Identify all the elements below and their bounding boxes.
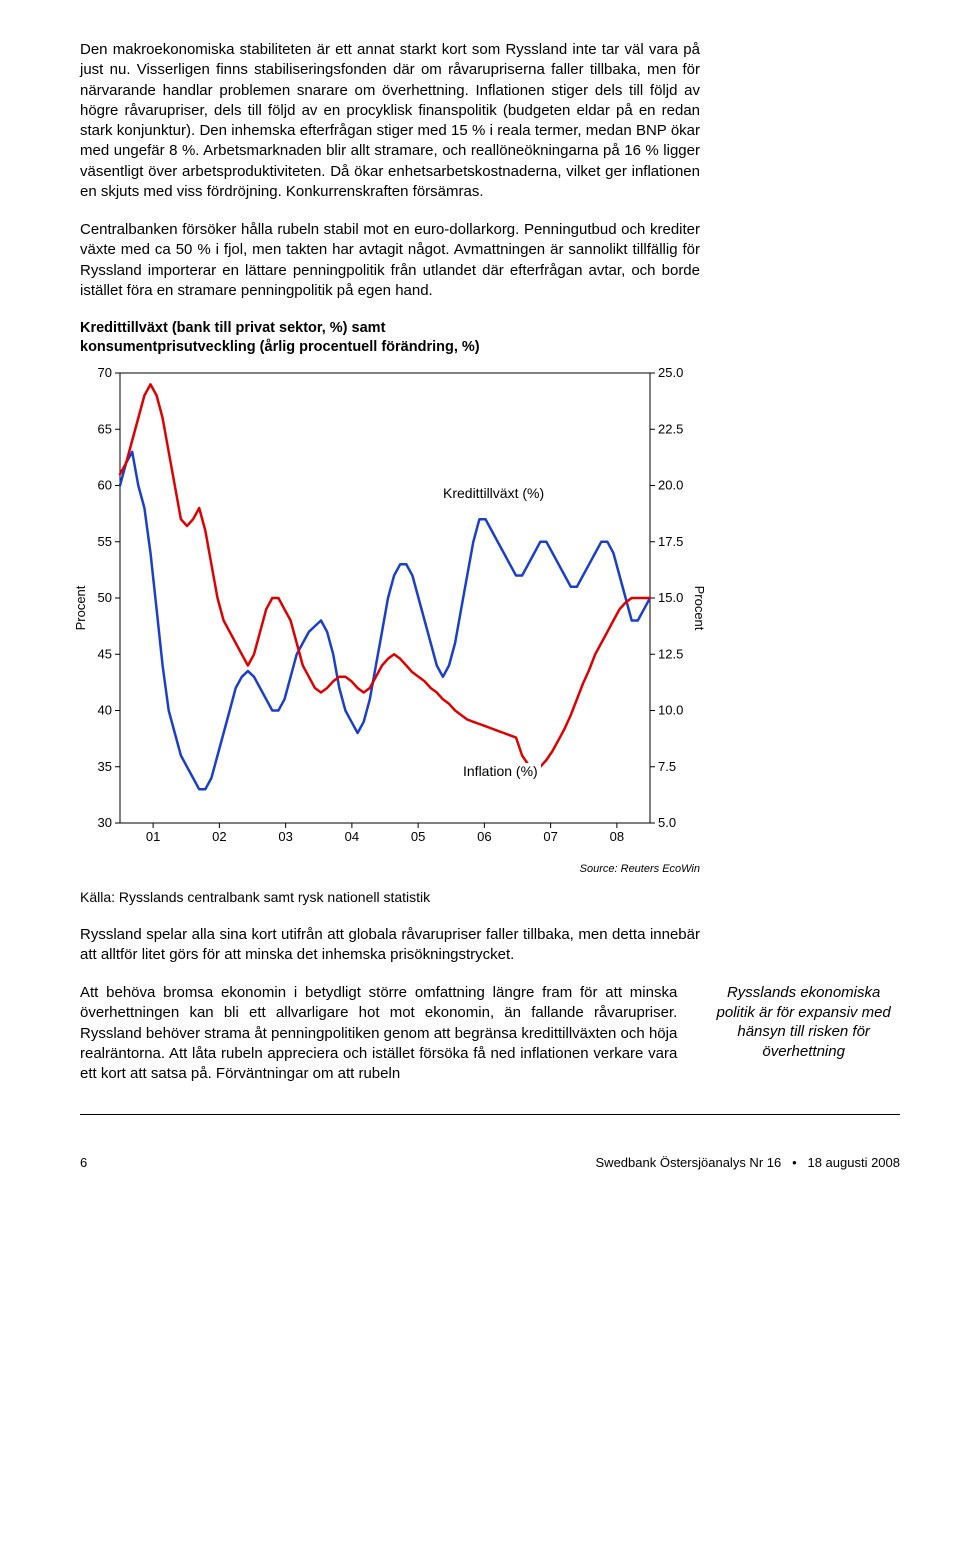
series2-label: Inflation (%) — [460, 763, 541, 779]
svg-text:15.0: 15.0 — [658, 590, 683, 605]
paragraph-1: Den makroekonomiska stabiliteten är ett … — [80, 40, 700, 202]
chart-title-line2: konsumentprisutveckling (årlig procentue… — [80, 339, 480, 355]
footer-publication: Swedbank Östersjöanalys Nr 16 • 18 augus… — [596, 1155, 900, 1170]
svg-text:5.0: 5.0 — [658, 815, 676, 830]
chart-svg: 70 65 60 55 50 45 40 35 30 25.0 22.5 20.0 17.5 15.0 12… — [80, 363, 700, 853]
svg-text:25.0: 25.0 — [658, 365, 683, 380]
svg-text:10.0: 10.0 — [658, 702, 683, 717]
svg-text:30: 30 — [98, 815, 112, 830]
chart-kalla: Källa: Rysslands centralbank samt rysk n… — [80, 889, 700, 905]
svg-text:01: 01 — [146, 829, 160, 844]
footer-page-number: 6 — [80, 1155, 87, 1170]
svg-text:70: 70 — [98, 365, 112, 380]
svg-text:7.5: 7.5 — [658, 758, 676, 773]
svg-text:08: 08 — [610, 829, 624, 844]
svg-text:12.5: 12.5 — [658, 646, 683, 661]
svg-text:55: 55 — [98, 533, 112, 548]
chart-container: Procent Procent Kredittillväxt (%) Infla… — [80, 363, 700, 853]
svg-text:22.5: 22.5 — [658, 421, 683, 436]
svg-text:07: 07 — [543, 829, 557, 844]
svg-text:35: 35 — [98, 758, 112, 773]
chart-title: Kredittillväxt (bank till privat sektor,… — [80, 319, 700, 357]
svg-text:50: 50 — [98, 590, 112, 605]
paragraph-2: Centralbanken försöker hålla rubeln stab… — [80, 220, 700, 301]
svg-text:60: 60 — [98, 477, 112, 492]
svg-text:65: 65 — [98, 421, 112, 436]
left-axis-label: Procent — [73, 585, 88, 630]
right-axis-label: Procent — [692, 585, 707, 630]
chart-title-line1: Kredittillväxt (bank till privat sektor,… — [80, 320, 385, 336]
svg-text:40: 40 — [98, 702, 112, 717]
series1-label: Kredittillväxt (%) — [440, 485, 547, 501]
page-footer: 6 Swedbank Östersjöanalys Nr 16 • 18 aug… — [80, 1155, 900, 1170]
footer-separator — [80, 1114, 900, 1115]
paragraph-3: Ryssland spelar alla sina kort utifrån a… — [80, 925, 700, 966]
sidenote: Rysslands ekonomiska politik är för expa… — [707, 983, 900, 1061]
svg-text:06: 06 — [477, 829, 491, 844]
svg-text:05: 05 — [411, 829, 425, 844]
paragraph-4: Att behöva bromsa ekonomin i betydligt s… — [80, 983, 677, 1084]
svg-text:45: 45 — [98, 646, 112, 661]
svg-text:02: 02 — [212, 829, 226, 844]
svg-text:03: 03 — [278, 829, 292, 844]
svg-text:20.0: 20.0 — [658, 477, 683, 492]
chart-source: Source: Reuters EcoWin — [80, 863, 700, 875]
svg-text:17.5: 17.5 — [658, 533, 683, 548]
svg-text:04: 04 — [345, 829, 359, 844]
